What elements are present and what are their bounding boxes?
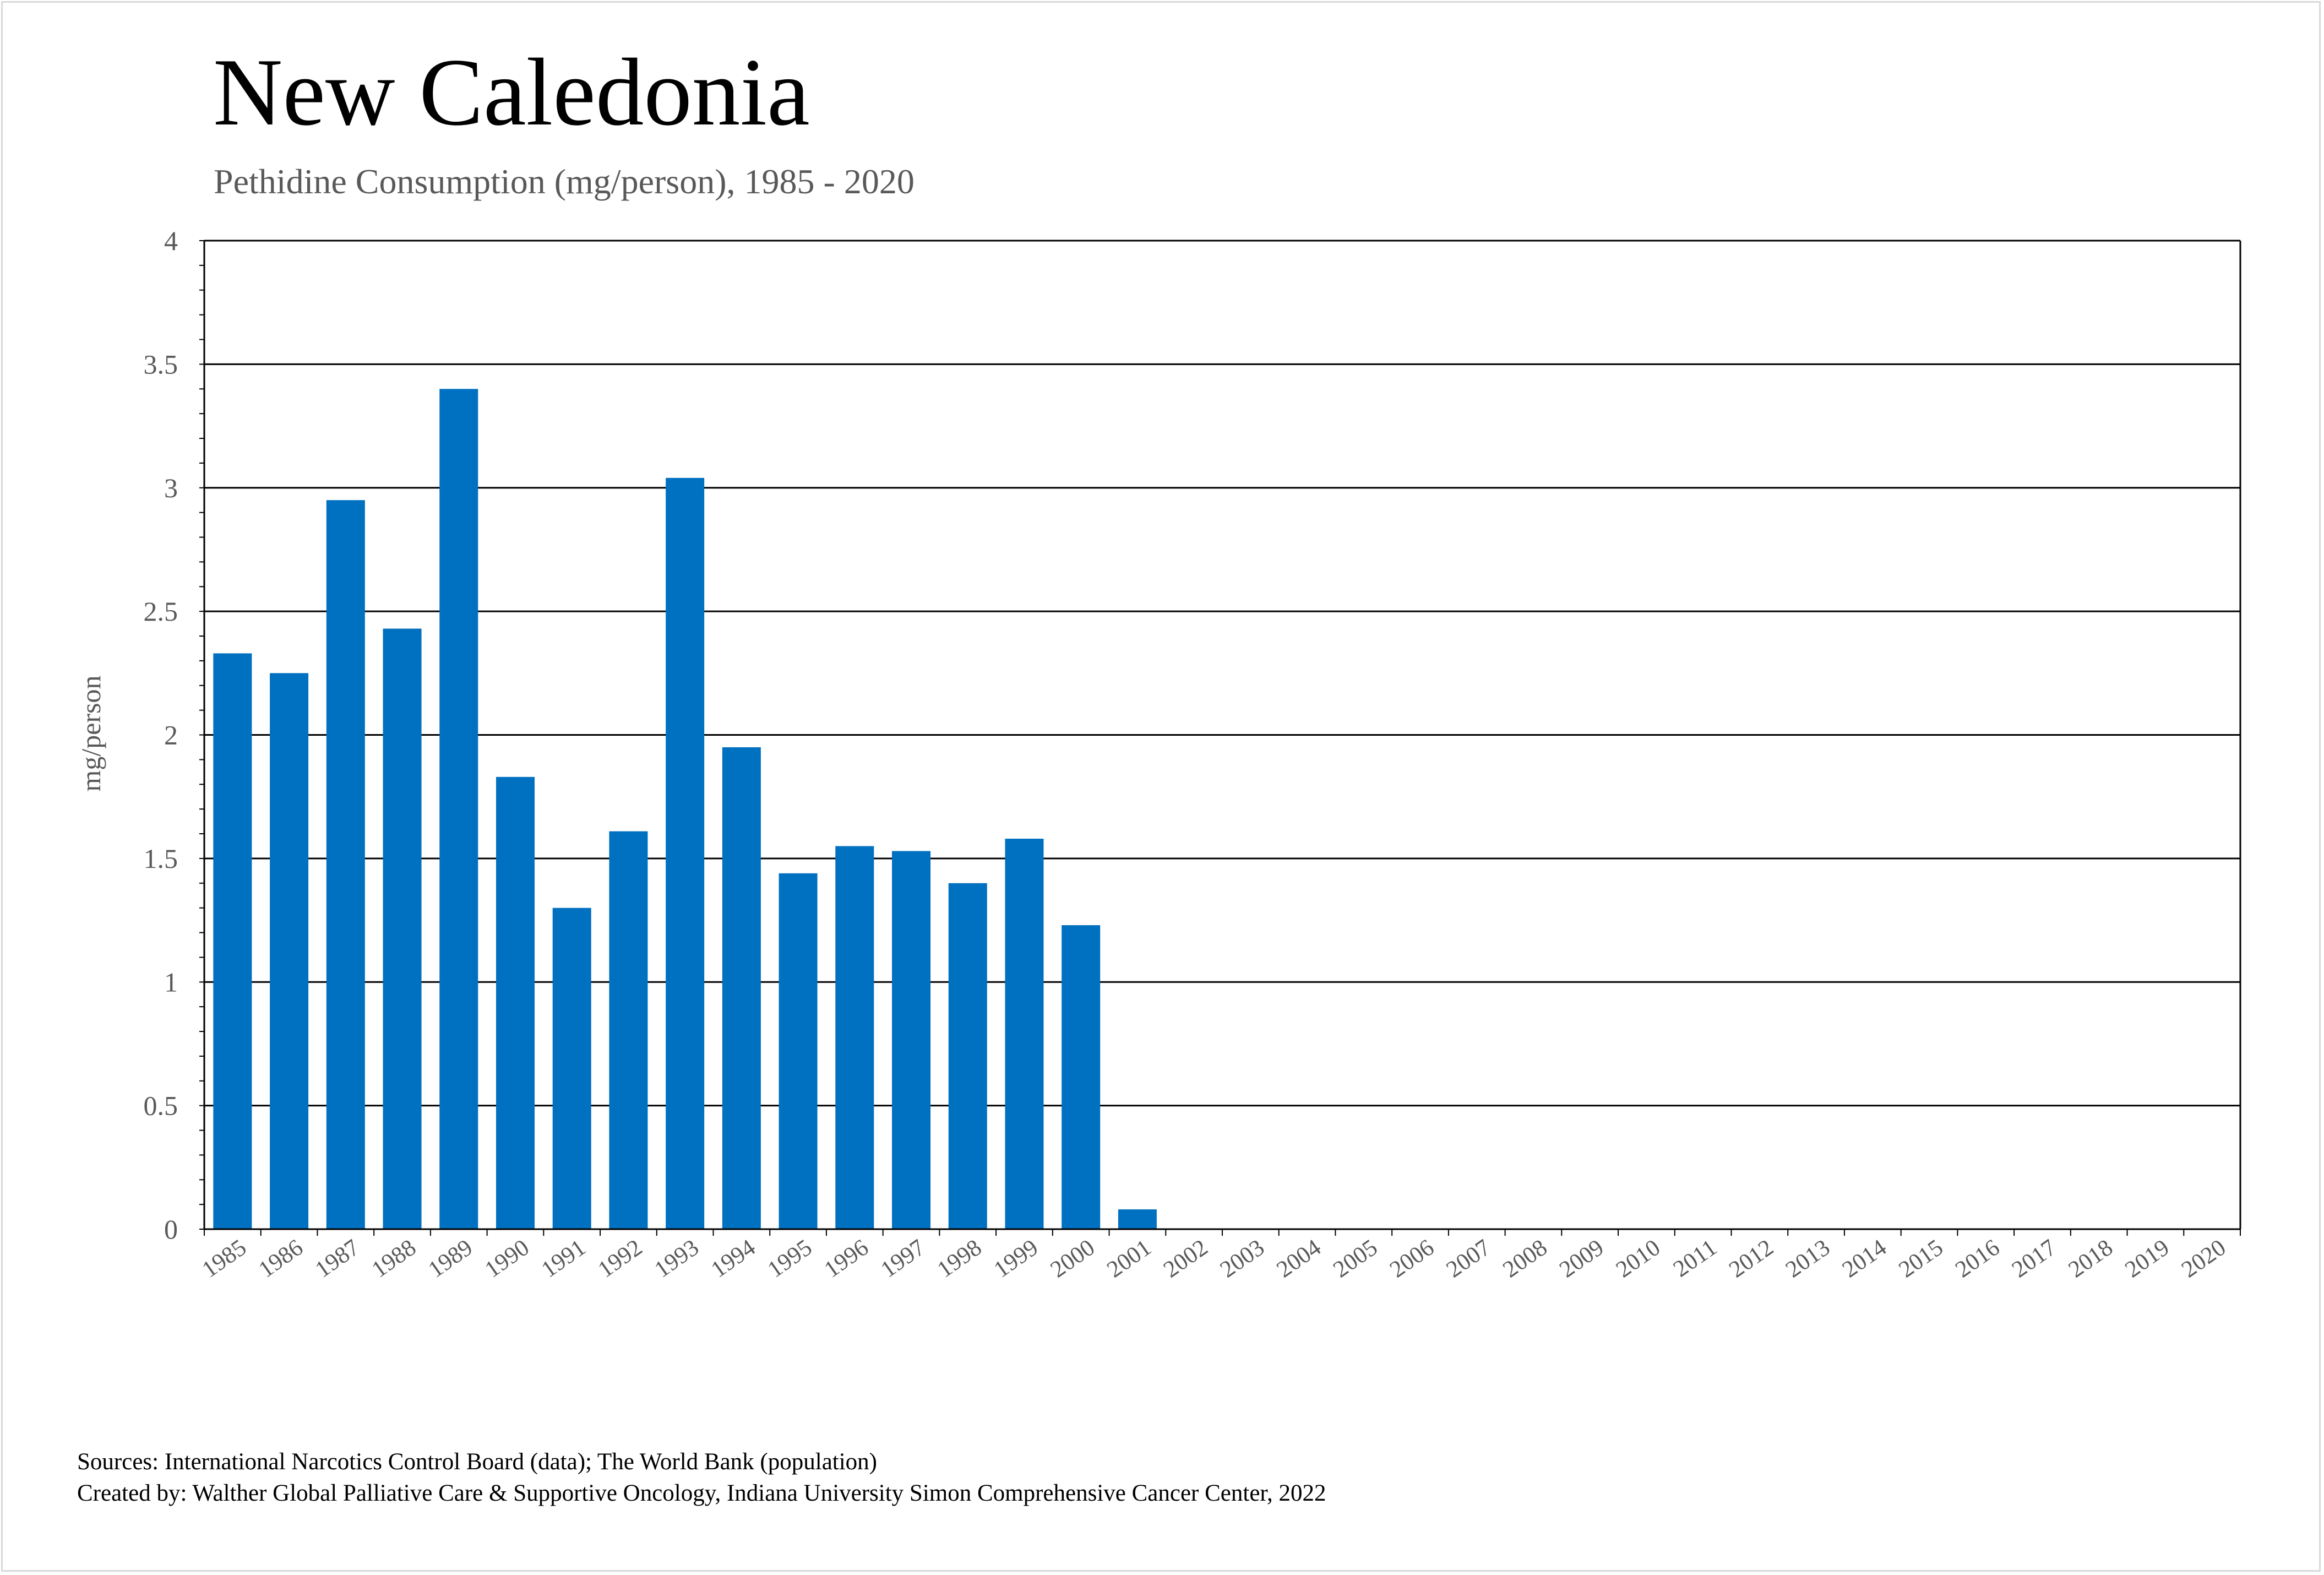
x-tick-label: 2008 [1498,1235,1552,1283]
y-tick-label: 0 [164,1214,178,1245]
created-by-note: Created by: Walther Global Palliative Ca… [77,1480,1326,1506]
x-tick-label: 2019 [2120,1235,2174,1283]
chart-subtitle: Pethidine Consumption (mg/person), 1985 … [214,162,915,201]
x-tick-label: 1993 [650,1235,703,1283]
x-tick-label: 1990 [480,1235,534,1283]
axes [199,240,2241,1236]
bar-2000 [1062,925,1101,1229]
x-tick-label: 1997 [876,1235,929,1283]
x-tick-label: 2018 [2064,1235,2118,1283]
y-tick-label: 3.5 [144,349,178,379]
y-tick-label: 4 [164,225,178,256]
chart-title: New Caledonia [213,39,810,145]
x-tick-label: 1989 [424,1235,477,1283]
bar-1998 [948,883,987,1229]
bar-1997 [892,851,931,1229]
x-tick-label: 1986 [254,1235,307,1283]
bar-1991 [552,908,591,1229]
x-tick-label: 2009 [1555,1235,1608,1283]
bar-2001 [1118,1209,1157,1229]
bar-1992 [609,831,648,1229]
bar-1989 [439,389,478,1229]
x-tick-label: 1991 [537,1235,590,1283]
x-tick-label: 2003 [1216,1235,1269,1283]
bar-1986 [270,673,309,1229]
bar-1999 [1005,838,1044,1229]
x-tick-label: 2012 [1724,1235,1778,1283]
y-tick-label: 1 [164,966,178,997]
y-tick-labels: 0 0.5 1 1.5 2 2.5 3 3.5 4 [144,225,178,1245]
x-tick-label: 2015 [1894,1235,1947,1283]
y-axis-label: mg/person [75,675,106,791]
x-tick-label: 1987 [311,1235,364,1283]
x-tick-label: 2004 [1272,1235,1325,1283]
x-tick-label: 2010 [1612,1235,1665,1283]
x-tick-label: 2007 [1442,1235,1495,1283]
bar-1985 [213,653,252,1229]
x-tick-label: 2014 [1838,1235,1891,1283]
x-tick-label: 2016 [1951,1235,2004,1283]
x-tick-label: 2020 [2177,1235,2230,1283]
x-tick-label: 1988 [367,1235,421,1283]
x-tick-label: 1996 [820,1235,873,1283]
x-tick-labels: 1985 1986 1987 1988 1989 1990 1991 1992 1993 1994… [198,1235,2231,1283]
y-tick-label: 3 [164,472,178,503]
y-tick-label: 2.5 [144,596,178,627]
bar-1994 [722,747,761,1229]
bar-1995 [779,873,818,1229]
bars [213,389,1157,1229]
bar-1988 [383,628,422,1229]
x-tick-label: 2006 [1385,1235,1439,1283]
x-tick-label: 2001 [1102,1235,1156,1283]
x-tick-label: 2005 [1329,1235,1382,1283]
y-tick-label: 0.5 [144,1090,178,1121]
x-tick-label: 2002 [1159,1235,1212,1283]
x-tick-label: 1995 [763,1235,817,1283]
x-tick-label: 1992 [594,1235,647,1283]
x-tick-label: 2011 [1669,1235,1722,1283]
gridlines [204,240,2240,1107]
bar-1990 [496,776,535,1229]
x-tick-label: 1985 [198,1235,251,1283]
bar-1996 [835,846,874,1229]
bar-1993 [666,477,705,1229]
sources-note: Sources: International Narcotics Control… [77,1449,877,1475]
y-tick-label: 1.5 [144,843,178,874]
x-tick-label: 2017 [2007,1235,2061,1283]
x-tick-label: 1999 [989,1235,1043,1283]
x-tick-label: 1998 [933,1235,986,1283]
x-tick-label: 2000 [1046,1235,1100,1283]
x-tick-label: 1994 [706,1235,760,1283]
bar-1987 [326,500,365,1229]
y-tick-label: 2 [164,720,178,751]
x-tick-label: 2013 [1781,1235,1835,1283]
